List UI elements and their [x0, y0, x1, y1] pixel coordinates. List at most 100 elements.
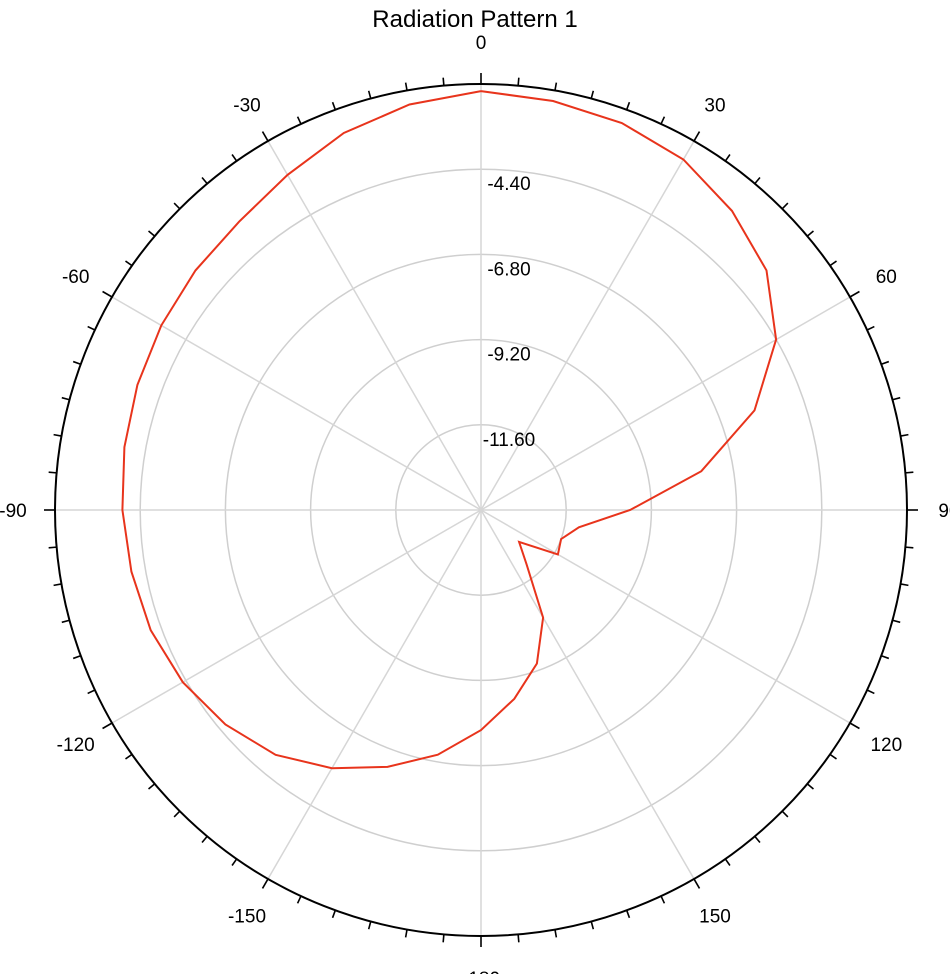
tick-mark: [102, 290, 113, 298]
angle-label: -180: [462, 969, 500, 974]
grid-spoke: [480, 509, 851, 724]
tick-mark: [724, 858, 731, 866]
angle-label: 90: [938, 501, 950, 522]
tick-mark: [554, 929, 558, 938]
tick-mark: [806, 230, 814, 237]
radial-label: -11.60: [483, 430, 535, 451]
angle-label: 0: [476, 33, 487, 54]
tick-mark: [296, 895, 302, 904]
grid-spoke: [480, 140, 695, 511]
tick-mark: [201, 835, 208, 843]
series-line-0: [121, 90, 778, 770]
angle-label: 120: [870, 735, 902, 756]
tick-mark: [829, 260, 837, 267]
tick-mark: [125, 260, 133, 267]
tick-mark: [125, 753, 133, 760]
angle-label: -150: [228, 906, 266, 927]
tick-mark: [693, 131, 701, 142]
tick-mark: [87, 325, 96, 331]
tick-mark: [905, 546, 914, 549]
tick-mark: [849, 722, 860, 730]
grid-spoke: [111, 509, 482, 724]
tick-mark: [231, 154, 238, 162]
tick-mark: [660, 116, 666, 125]
tick-mark: [102, 722, 113, 730]
tick-mark: [173, 810, 181, 818]
tick-mark: [148, 783, 156, 790]
tick-mark: [892, 619, 901, 624]
angle-label: 150: [699, 906, 731, 927]
tick-mark: [53, 583, 62, 587]
tick-mark: [331, 101, 337, 110]
tick-mark: [625, 910, 631, 919]
tick-mark: [148, 230, 156, 237]
tick-mark: [48, 471, 57, 474]
radial-label: -4.40: [487, 174, 530, 195]
tick-mark: [781, 202, 789, 210]
angle-label: 30: [704, 96, 725, 117]
tick-mark: [892, 396, 901, 401]
tick-mark: [754, 835, 761, 843]
chart-title: Radiation Pattern 1: [372, 6, 577, 33]
angle-label: -90: [0, 501, 27, 522]
tick-mark: [866, 325, 875, 331]
tick-mark: [261, 131, 269, 142]
angle-label: -120: [57, 735, 95, 756]
tick-mark: [881, 654, 890, 660]
tick-mark: [201, 177, 208, 185]
tick-mark: [724, 154, 731, 162]
grid-layer: [54, 83, 908, 937]
grid-spoke: [480, 296, 851, 511]
grid-spoke: [480, 509, 695, 880]
tick-mark: [900, 433, 909, 437]
tick-mark: [829, 753, 837, 760]
tick-mark: [231, 858, 238, 866]
tick-mark: [367, 921, 372, 930]
angle-label: -60: [62, 267, 89, 288]
tick-mark: [173, 202, 181, 210]
tick-mark: [404, 82, 408, 91]
tick-mark: [554, 82, 558, 91]
tick-mark: [517, 77, 520, 86]
tick-mark: [53, 433, 62, 437]
tick-mark: [781, 810, 789, 818]
angle-label: -30: [233, 96, 260, 117]
ticks-layer: [44, 73, 918, 947]
tick-mark: [404, 929, 408, 938]
tick-mark: [296, 116, 302, 125]
tick-mark: [590, 90, 595, 99]
tick-mark: [442, 77, 445, 86]
tick-mark: [625, 101, 631, 110]
labels-layer: 0 30 60 90 120 150 -180 -150 -120 -90 -60 -30 -4.40 -…: [0, 33, 950, 974]
tick-mark: [754, 177, 761, 185]
tick-mark: [331, 910, 337, 919]
tick-mark: [849, 290, 860, 298]
tick-mark: [87, 689, 96, 695]
angle-label: 60: [876, 267, 897, 288]
tick-mark: [866, 689, 875, 695]
tick-mark: [442, 934, 445, 943]
tick-mark: [881, 360, 890, 366]
tick-mark: [48, 546, 57, 549]
grid-spoke: [267, 140, 482, 511]
tick-mark: [72, 654, 81, 660]
tick-mark: [693, 878, 701, 889]
series-layer: [121, 90, 778, 770]
tick-mark: [905, 471, 914, 474]
grid-spoke: [267, 509, 482, 880]
tick-mark: [590, 921, 595, 930]
tick-mark: [261, 878, 269, 889]
tick-mark: [367, 90, 372, 99]
radial-label: -6.80: [487, 259, 530, 280]
tick-mark: [806, 783, 814, 790]
tick-mark: [660, 895, 666, 904]
tick-mark: [61, 619, 70, 624]
tick-mark: [517, 934, 520, 943]
tick-mark: [900, 583, 909, 587]
radial-label: -9.20: [487, 345, 530, 366]
tick-mark: [72, 360, 81, 366]
tick-mark: [61, 396, 70, 401]
grid-spoke: [111, 296, 482, 511]
